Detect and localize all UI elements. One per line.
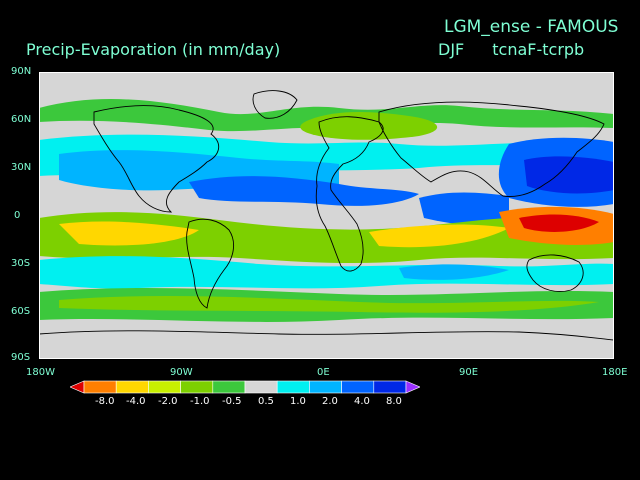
lon-tick-90w: 90W (170, 367, 193, 378)
colorbar-label-neg1: -1.0 (190, 396, 210, 407)
colorbar-segment-5 (212, 380, 246, 394)
lon-tick-180e: 180E (602, 367, 628, 378)
w-pacific-deep-blue (524, 156, 614, 194)
lat-tick-30n: 30N (11, 162, 32, 173)
colorbar-segment-6 (244, 380, 278, 394)
colorbar-segment-3 (148, 380, 181, 394)
field-contours (39, 99, 614, 322)
colorbar-segment-10 (373, 380, 407, 394)
lon-tick-0e: 0E (317, 367, 330, 378)
indian-ocean-blue (419, 192, 509, 225)
s-subtropic-blue (399, 264, 509, 280)
map-frame (39, 72, 614, 359)
antarctica-outline (39, 330, 614, 341)
colorbar-segment-11 (405, 380, 420, 394)
tropical-yellow-east (59, 221, 199, 246)
colorbar-label-neg4: -4.0 (126, 396, 146, 407)
lat-tick-60n: 60N (11, 114, 32, 125)
maritime-continent-red (519, 214, 599, 232)
lat-tick-90n: 90N (11, 66, 32, 77)
colorbar-segment-1 (83, 380, 117, 394)
colorbar-label-neg2: -2.0 (158, 396, 178, 407)
colorbar-segment-4 (180, 380, 214, 394)
season-label: DJF (438, 40, 465, 59)
australia-outline (526, 254, 584, 292)
colorbar-label-1: 1.0 (290, 396, 306, 407)
europe-africa-outline (315, 116, 384, 272)
lon-tick-180w: 180W (26, 367, 55, 378)
north-america-outline (93, 105, 220, 213)
continent-outlines (39, 90, 614, 341)
lat-tick-60s: 60S (11, 306, 31, 317)
greenland-outline (252, 90, 298, 119)
lat-tick-90s: 90S (11, 352, 31, 363)
s-subtropic-cyan (39, 256, 614, 289)
tropical-yellow-central (369, 224, 509, 248)
model-title: LGM_ense - FAMOUS (444, 17, 619, 37)
colorbar-label-05: 0.5 (258, 396, 274, 407)
season-experiment-title: DJF tcnaF-tcrpb (438, 40, 584, 59)
experiment-label: tcnaF-tcrpb (492, 40, 585, 59)
colorbar-segment-8 (309, 380, 342, 394)
colorbar-label-neg05: -0.5 (222, 396, 242, 407)
colorbar-segment-7 (276, 380, 310, 394)
colorbar-segment-9 (341, 380, 375, 394)
colorbar-label-4: 4.0 (354, 396, 370, 407)
colorbar-label-2: 2.0 (322, 396, 338, 407)
colorbar-label-8: 8.0 (386, 396, 402, 407)
southern-ocean-lime (59, 296, 599, 313)
colorbar-segment-0 (70, 380, 85, 394)
colorbar-label-neg8: -8.0 (95, 396, 115, 407)
lon-tick-90e: 90E (459, 367, 479, 378)
south-america-outline (186, 218, 235, 309)
asia-outline (378, 101, 605, 197)
n-subtropic-dark-blue (189, 176, 419, 206)
n-atlantic-green (300, 112, 438, 140)
precip-evaporation-map (39, 72, 614, 359)
plot-title: Precip-Evaporation (in mm/day) (26, 40, 281, 59)
lat-tick-30s: 30S (11, 258, 31, 269)
colorbar-segment-2 (115, 380, 149, 394)
lat-tick-0: 0 (14, 210, 21, 221)
colorbar (70, 380, 420, 394)
